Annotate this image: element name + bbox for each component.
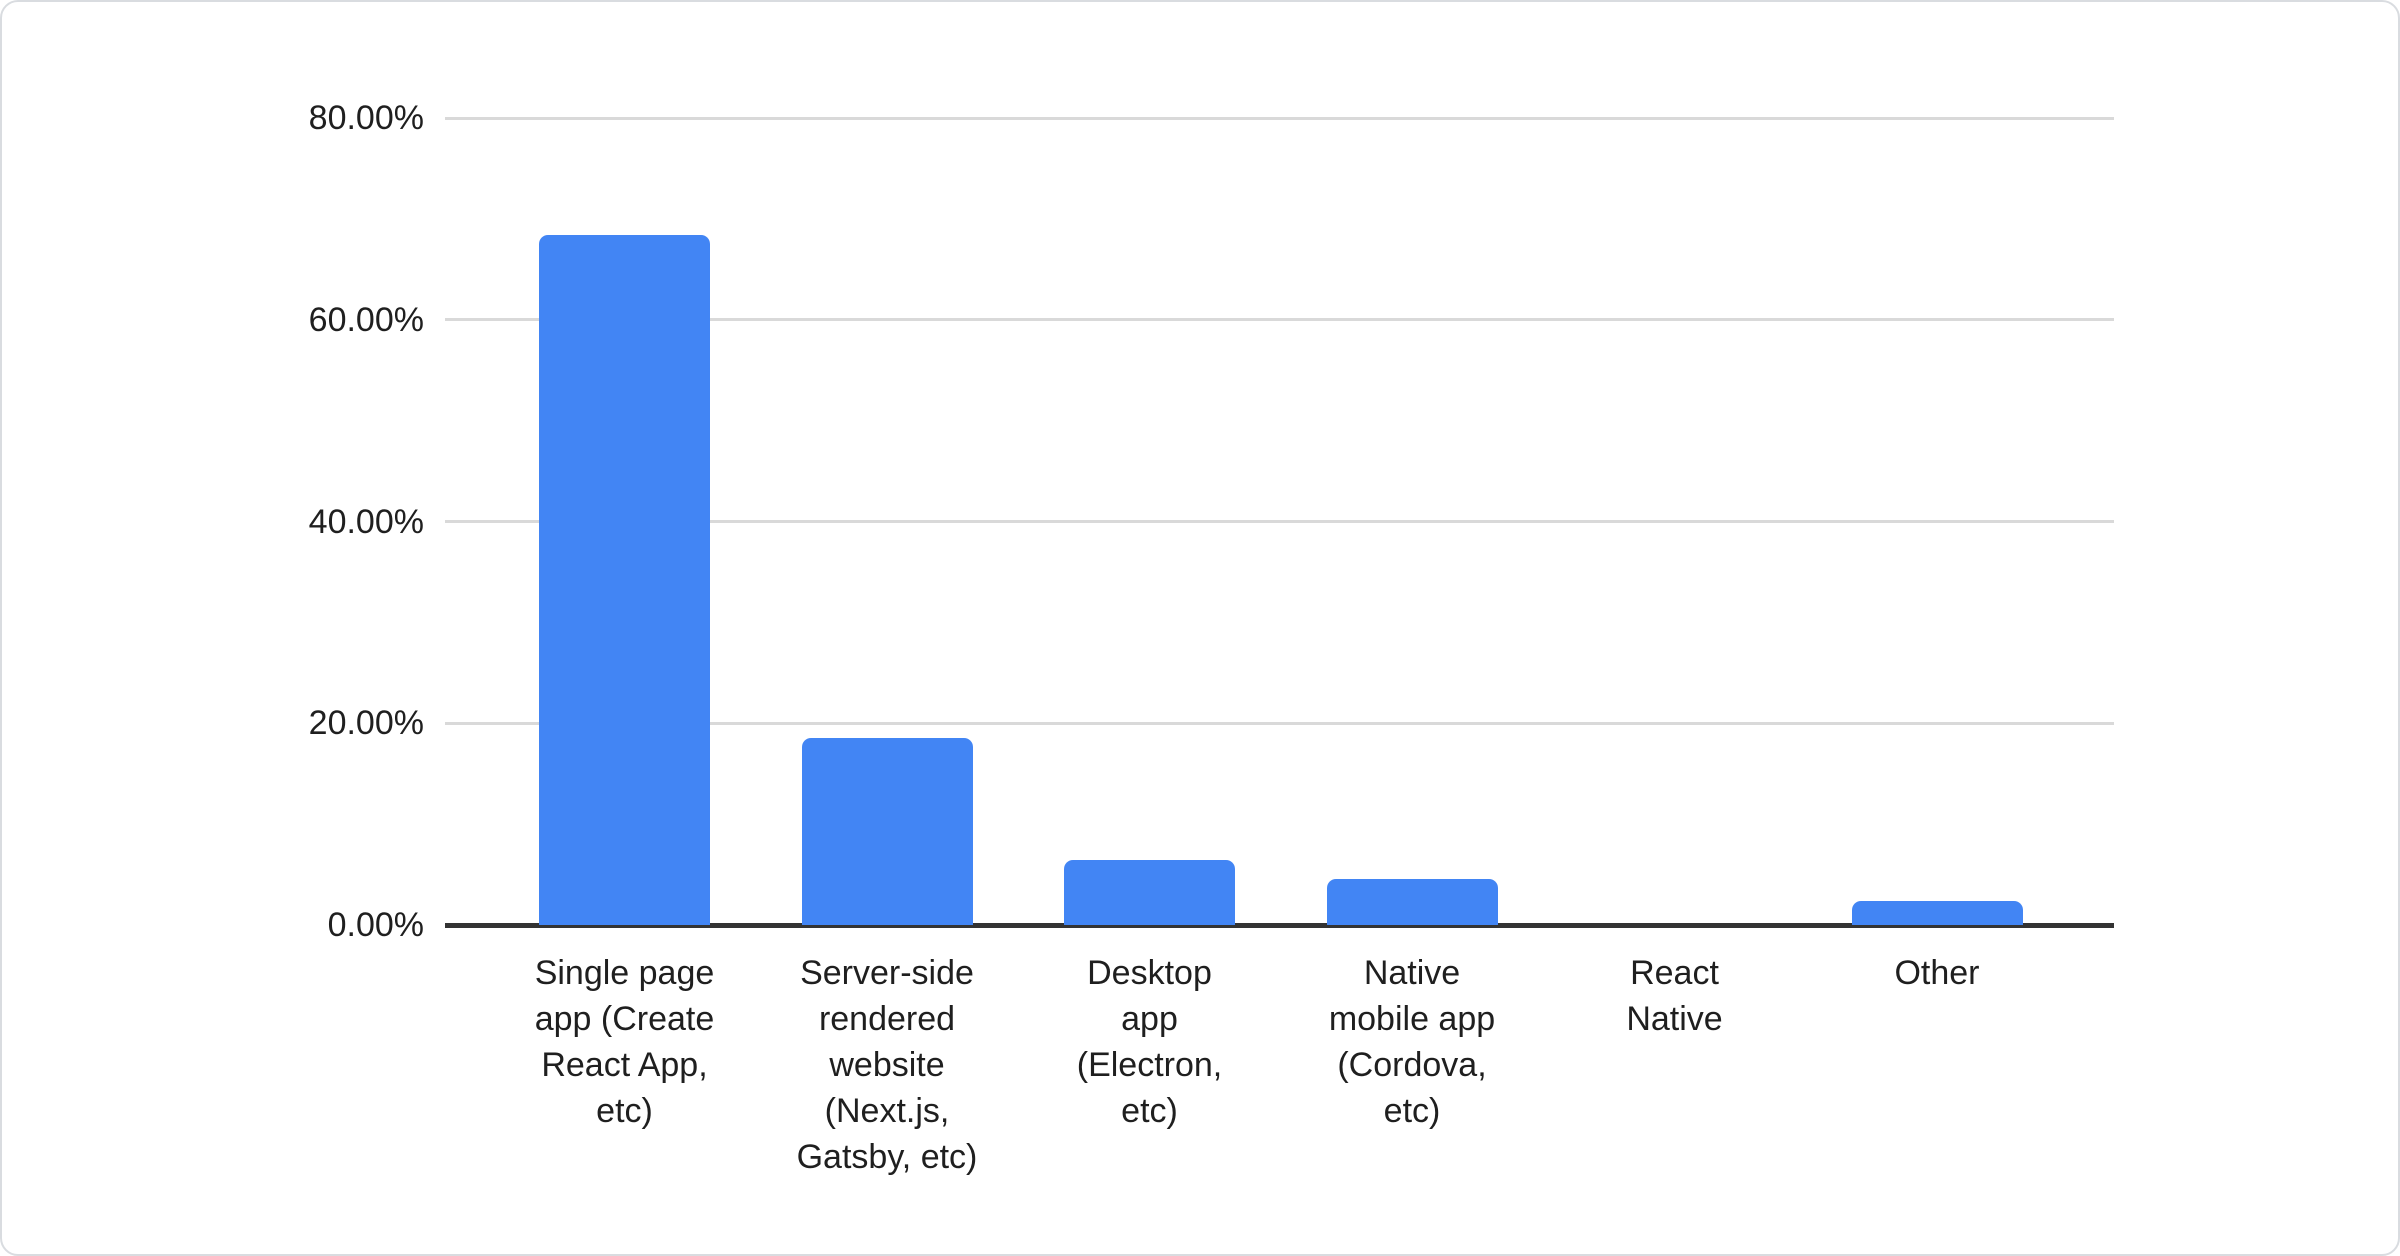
gridline-60 [445,318,2114,322]
bar-2 [801,738,973,925]
gridline-40 [445,520,2114,523]
bar-1 [539,235,710,925]
y-axis-tick-label-20: 20.00% [308,704,424,743]
y-axis-tick-label-40: 40.00% [308,502,424,541]
x-axis-category-label-5: React Native [1626,954,1723,1038]
y-axis-tick-label-0: 0.00% [327,906,424,944]
y-axis-tick-label-60: 60.00% [308,300,424,339]
gridline-20 [445,721,2114,725]
x-axis-category-label-6: Other [1894,954,1980,992]
x-axis-baseline [445,923,2114,928]
bar-3 [1064,860,1235,925]
x-axis-category-label-1: Single page app (Create React App, etc) [534,954,715,1130]
bar-4 [1326,878,1498,925]
bar-6 [1851,900,2023,925]
x-axis-category-label-4: Native mobile app (Cordova, etc) [1328,954,1496,1130]
x-axis-category-label-3: Desktop app (Electron, etc) [1076,954,1223,1130]
x-axis-category-label-2: Server-side rendered website (Next.js, G… [796,954,978,1176]
y-axis-tick-label-80: 80.00% [308,99,424,137]
gridline-80 [445,116,2114,120]
